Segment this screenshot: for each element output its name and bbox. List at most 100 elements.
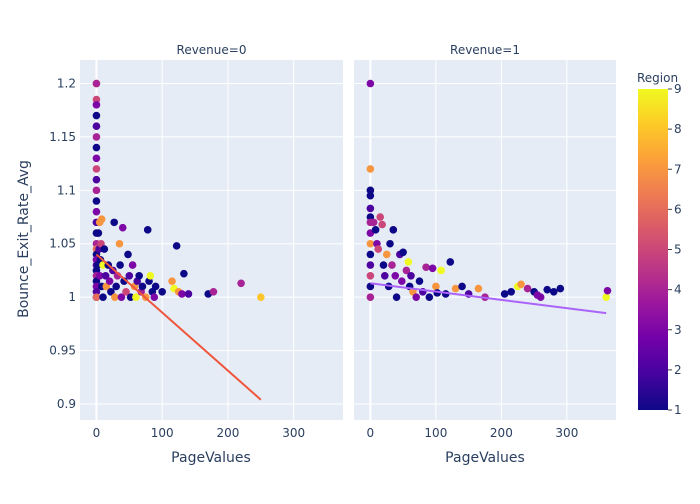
x-axis-title-left: PageValues bbox=[171, 450, 251, 466]
data-point bbox=[382, 250, 391, 259]
data-point bbox=[366, 79, 375, 88]
data-point bbox=[523, 284, 532, 293]
data-point bbox=[178, 290, 186, 298]
colorbar-tick-label: 8 bbox=[674, 122, 682, 136]
data-point bbox=[366, 204, 375, 213]
y-tick-label: 0.95 bbox=[49, 344, 76, 358]
data-point bbox=[404, 258, 413, 266]
data-point bbox=[150, 293, 159, 301]
x-tick-label: 0 bbox=[367, 426, 375, 440]
colorbar-tick-label: 7 bbox=[674, 162, 682, 176]
data-point bbox=[425, 293, 434, 301]
data-point bbox=[92, 288, 101, 296]
data-point bbox=[180, 269, 188, 278]
x-tick-label: 200 bbox=[216, 426, 239, 440]
panel-title: Revenue=1 bbox=[450, 43, 520, 57]
data-point bbox=[536, 293, 545, 301]
data-point bbox=[392, 293, 401, 301]
data-point bbox=[92, 197, 101, 205]
data-point bbox=[603, 286, 612, 295]
data-point bbox=[407, 271, 415, 280]
data-point bbox=[126, 293, 135, 301]
data-point bbox=[428, 264, 437, 273]
data-point bbox=[92, 95, 101, 104]
panel-background bbox=[80, 60, 343, 420]
data-point bbox=[374, 245, 383, 253]
data-point bbox=[95, 271, 104, 280]
colorbar: Region 1 2 3 4 5 6 7 8 9 bbox=[637, 71, 682, 417]
colorbar-ticks: 1 2 3 4 5 6 7 8 9 bbox=[668, 82, 682, 417]
colorbar-tick-label: 1 bbox=[674, 403, 682, 417]
data-point bbox=[92, 165, 101, 173]
y-tick-label: 1.1 bbox=[57, 183, 76, 197]
data-point bbox=[135, 271, 143, 280]
x-axis-title-right: PageValues bbox=[445, 450, 525, 466]
data-point bbox=[437, 266, 445, 275]
y-tick-label: 0.9 bbox=[57, 397, 76, 411]
data-point bbox=[94, 229, 103, 237]
data-point bbox=[451, 284, 460, 293]
data-point bbox=[115, 239, 124, 248]
data-point bbox=[369, 218, 378, 227]
data-point bbox=[517, 280, 525, 289]
colorbar-title: Region bbox=[637, 71, 678, 85]
data-point bbox=[549, 288, 558, 296]
panels-layer: 0.9 0.95 1 1.05 1.1 1.15 1.2 0 100 200 300 Revenue=… bbox=[49, 43, 616, 440]
data-point bbox=[92, 282, 101, 291]
data-point bbox=[158, 288, 166, 296]
data-point bbox=[132, 293, 140, 301]
data-point bbox=[105, 277, 114, 285]
colorbar-tick-label: 9 bbox=[674, 82, 682, 96]
panel-1: 0.9 0.95 1 1.05 1.1 1.15 1.2 0 100 200 300 Revenue=… bbox=[49, 43, 343, 440]
data-point bbox=[376, 213, 385, 221]
x-tick-label: 100 bbox=[151, 426, 174, 440]
data-point bbox=[366, 165, 375, 173]
colorbar-bar bbox=[638, 89, 668, 410]
data-point bbox=[92, 101, 101, 109]
data-point bbox=[366, 271, 375, 280]
data-point bbox=[378, 220, 386, 229]
y-tick-label: 1.2 bbox=[57, 77, 76, 91]
data-point bbox=[92, 154, 101, 163]
data-point bbox=[389, 226, 398, 234]
data-point bbox=[386, 239, 394, 248]
data-point bbox=[100, 245, 109, 253]
data-point bbox=[543, 285, 552, 294]
data-point bbox=[366, 293, 375, 301]
data-point bbox=[209, 288, 218, 296]
data-point bbox=[92, 133, 101, 141]
data-point bbox=[458, 282, 466, 291]
data-point bbox=[110, 218, 118, 227]
data-point bbox=[172, 242, 181, 250]
data-point bbox=[111, 293, 119, 301]
data-point bbox=[474, 284, 483, 293]
data-point bbox=[602, 293, 610, 301]
data-point bbox=[366, 191, 375, 200]
x-tick-label: 300 bbox=[282, 426, 305, 440]
y-tick-label: 1.15 bbox=[49, 130, 76, 144]
data-point bbox=[184, 290, 193, 298]
data-point bbox=[422, 263, 430, 272]
data-point bbox=[124, 250, 132, 259]
x-tick-label: 0 bbox=[93, 426, 101, 440]
data-point bbox=[399, 248, 407, 257]
data-point bbox=[412, 293, 421, 301]
data-point bbox=[125, 271, 134, 280]
y-tick-label: 1.05 bbox=[49, 237, 76, 251]
data-point bbox=[366, 250, 375, 259]
colorbar-tick-label: 2 bbox=[674, 363, 682, 377]
data-point bbox=[122, 288, 130, 296]
trendline bbox=[95, 253, 262, 401]
data-point bbox=[118, 223, 127, 232]
data-point bbox=[398, 277, 406, 285]
data-point bbox=[168, 277, 176, 285]
data-point bbox=[366, 186, 375, 195]
data-point bbox=[380, 271, 389, 280]
data-point bbox=[138, 282, 147, 291]
x-tick-label: 300 bbox=[555, 426, 578, 440]
y-tick-label: 1 bbox=[68, 290, 76, 304]
data-point bbox=[257, 293, 265, 301]
data-point bbox=[371, 226, 380, 234]
